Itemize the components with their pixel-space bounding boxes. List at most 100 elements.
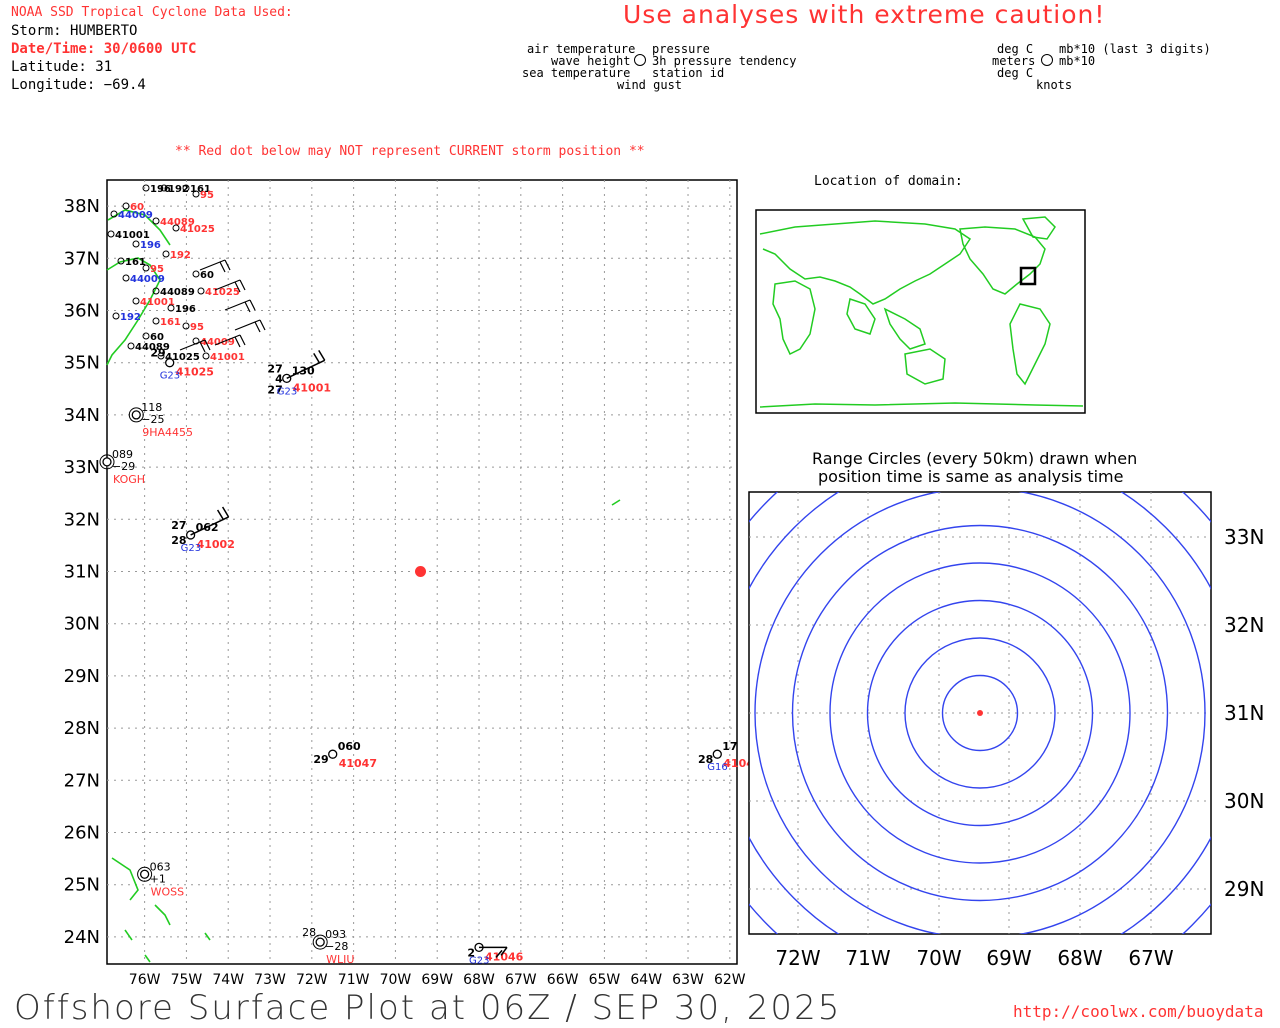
station-tendency: −28 <box>325 940 348 953</box>
range-lon-tick-68W: 68W <box>1057 946 1102 970</box>
range-lat-tick-29N: 29N <box>1224 877 1264 901</box>
cluster-label: 44089 <box>160 217 195 228</box>
lon-tick-70W: 70W <box>380 972 412 988</box>
range-circle-map[interactable]: 72W 71W 70W 69W 68W 67W 33N 32N 31N 30N 29N <box>740 485 1280 995</box>
station-circle-icon <box>131 410 141 420</box>
cluster-label: 60 <box>200 270 214 281</box>
cluster-label: 196 <box>175 304 196 315</box>
wind-barb-icon <box>286 349 326 380</box>
station-id-label: 41002 <box>197 538 235 551</box>
station-satellite-label: G16 <box>707 762 727 773</box>
cluster-station-icon <box>110 210 118 218</box>
cluster-label: 41001 <box>115 230 150 241</box>
wind-barb-icon <box>190 506 230 536</box>
range-lat-tick-31N: 31N <box>1224 701 1264 725</box>
cluster-station-icon <box>167 304 175 312</box>
legend-unit-mb-last3: mb*10 (last 3 digits) <box>1059 42 1211 56</box>
cluster-label: 44009 <box>118 210 153 221</box>
legend-pressure: pressure <box>652 42 710 56</box>
caution-banner: Use analyses with extreme caution! <box>623 0 1106 29</box>
storm-position-marker[interactable] <box>415 566 426 577</box>
lon-tick-63W: 63W <box>672 972 704 988</box>
station-wave-height: 4 <box>275 372 283 385</box>
station-ring-icon <box>137 866 153 882</box>
lon-tick-66W: 66W <box>547 972 579 988</box>
lat-tick-29N: 29N <box>64 666 100 687</box>
station-satellite-label: G23 <box>469 955 489 966</box>
legend-unit-meters: meters <box>992 54 1036 68</box>
legend-pressure-tendency: 3h pressure tendency <box>652 54 797 68</box>
cluster-station-icon <box>182 322 190 330</box>
lon-tick-72W: 72W <box>296 972 328 988</box>
wind-barb-icon <box>214 279 246 293</box>
cluster-station-icon <box>192 190 200 198</box>
cluster-label: 192 <box>120 312 141 323</box>
range-inset-title-line2: position time is same as analysis time <box>818 467 1124 486</box>
station-sea-temp: 28 <box>171 534 186 547</box>
legend-station-id: station id <box>652 66 725 80</box>
station-sea-temp: 28 <box>698 753 713 766</box>
range-storm-marker <box>977 710 983 716</box>
lon-tick-75W: 75W <box>171 972 203 988</box>
lon-tick-68W: 68W <box>463 972 495 988</box>
legend-wave-height: wave height <box>551 54 631 68</box>
station-pressure: 118 <box>141 401 162 414</box>
cluster-label: 161 <box>160 317 181 328</box>
lat-tick-36N: 36N <box>64 301 100 322</box>
station-id-label: 9HA4455 <box>142 426 193 439</box>
range-inset-title-line1: Range Circles (every 50km) drawn when <box>812 449 1138 468</box>
station-tendency: −25 <box>141 413 164 426</box>
wind-barb-icon <box>179 339 211 353</box>
legend-unit-knots: knots <box>1036 78 1073 92</box>
station-id-label: WLIU <box>326 953 354 966</box>
main-map[interactable]: 38N 37N 36N 35N 34N 33N 32N 31N 30N 29N 28N 27N 26N 2… <box>0 170 770 990</box>
station-air-temp: 27 <box>267 362 282 375</box>
lat-tick-30N: 30N <box>64 614 100 635</box>
lat-tick-33N: 33N <box>64 457 100 478</box>
cluster-label: 95 <box>190 322 204 333</box>
station-sea-temp: 29 <box>313 753 328 766</box>
station-circle-icon <box>328 749 338 759</box>
station-pressure: 060 <box>338 740 361 753</box>
legend-sea-temp: sea temperature <box>522 66 631 80</box>
lat-tick-26N: 26N <box>64 823 100 844</box>
lon-tick-71W: 71W <box>338 972 370 988</box>
lon-tick-73W: 73W <box>254 972 286 988</box>
main-lat-tick-labels: 38N 37N 36N 35N 34N 33N 32N 31N 30N 29N 28N 27N 26N 2… <box>64 196 100 948</box>
station-plot-41047[interactable]: 29 060 41047 <box>313 740 377 770</box>
lat-tick-35N: 35N <box>64 353 100 374</box>
cluster-label: 41025 <box>180 224 215 235</box>
station-id-label: 41001 <box>293 381 331 394</box>
legend-wind-gust: wind gust <box>617 78 683 92</box>
data-source-label: NOAA SSD Tropical Cyclone Data Used: <box>11 5 293 20</box>
cluster-station-icon <box>107 230 115 238</box>
storm-name: Storm: HUMBERTO <box>11 23 138 39</box>
lat-tick-37N: 37N <box>64 248 100 269</box>
cluster-label: 196 <box>140 240 161 251</box>
station-sea-temp: 27 <box>267 383 282 396</box>
cluster-station-icon <box>152 287 160 295</box>
legend-station-circle-icon <box>634 54 646 66</box>
lon-tick-65W: 65W <box>589 972 621 988</box>
legend-unit-degc-1: deg C <box>997 42 1034 56</box>
station-ring-icon <box>312 934 328 950</box>
source-url-link[interactable]: http://coolwx.com/buoydata <box>1013 1002 1264 1021</box>
cluster-station-icon <box>142 332 150 340</box>
station-id-label: 41047 <box>339 757 377 770</box>
cluster-station-icon <box>157 352 165 360</box>
cluster-station-icon <box>132 240 140 248</box>
range-lat-tick-33N: 33N <box>1224 525 1264 549</box>
station-pressure: 17 <box>722 740 737 753</box>
range-lon-tick-67W: 67W <box>1128 946 1173 970</box>
station-ring-icon <box>99 454 115 470</box>
range-circles <box>749 492 1211 934</box>
cluster-label: 161 <box>125 257 146 268</box>
